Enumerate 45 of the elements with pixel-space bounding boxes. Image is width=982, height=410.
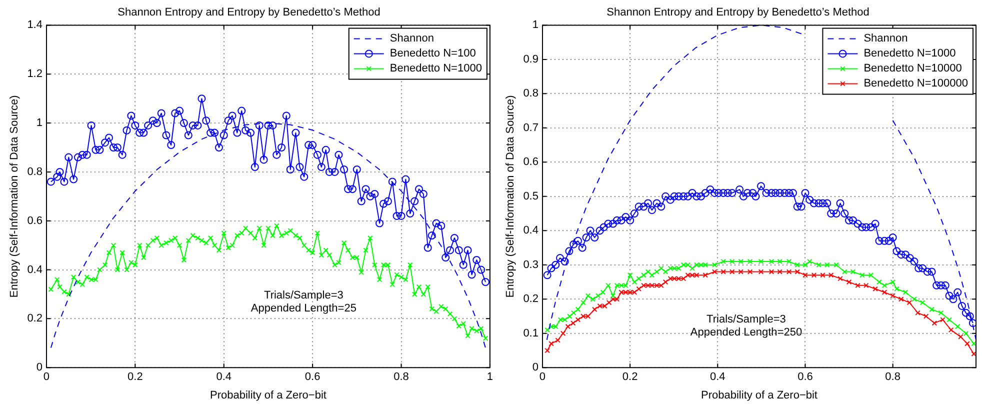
y-axis-title: Entropy (Self-Information of Data Source) (504, 95, 517, 298)
x-tick-label: 0.6 (798, 371, 813, 384)
y-tick-label: 1.4 (27, 19, 42, 32)
legend-label: Shannon (864, 32, 908, 45)
y-tick-label: 0.9 (523, 53, 538, 66)
y-tick-label: 0.6 (27, 214, 42, 227)
y-tick-label: 0.2 (523, 293, 538, 306)
x-tick-label: 0.8 (885, 371, 900, 384)
y-tick-label: 0 (532, 362, 538, 374)
x-tick-label: 1 (486, 371, 494, 384)
x-tick-label: 0.6 (304, 371, 320, 384)
x-tick-label: 0.2 (128, 371, 143, 384)
y-tick-label: 0.6 (523, 156, 538, 168)
legend-label: Benedetto N=1000 (864, 48, 956, 60)
y-tick-label: 0.1 (523, 327, 538, 340)
annotation: Trials/Sample=3 (706, 314, 786, 326)
x-axis-title: Probability of a Zero−bit (210, 389, 326, 402)
annotation: Appended Length=25 (250, 302, 356, 315)
y-tick-label: 0.7 (523, 122, 538, 134)
legend-label: Benedetto N=100 (390, 48, 476, 60)
x-tick-label: 0.8 (394, 371, 409, 384)
y-tick-label: 1 (532, 19, 538, 32)
y-axis-title: Entropy (Self-Information of Data Source) (8, 95, 21, 298)
x-axis-title: Probability of a Zero−bit (701, 389, 818, 402)
chart-title: Shannon Entropy and Entropy by Benedetto’s Method (606, 6, 870, 19)
y-tick-label: 0.3 (523, 258, 538, 271)
legend-label: Shannon (390, 32, 434, 45)
annotation: Appended Length=250 (690, 326, 802, 339)
y-tick-label: 0.8 (27, 166, 42, 178)
chart-title: Shannon Entropy and Entropy by Benedetto’s Method (118, 6, 380, 19)
y-tick-label: 0.8 (523, 88, 538, 100)
y-tick-label: 0.5 (523, 190, 538, 202)
legend-label: Benedetto N=10000 (864, 62, 962, 75)
x-tick-label: 0.4 (216, 371, 232, 384)
y-tick-label: 0.4 (523, 224, 538, 237)
y-tick-label: 0 (36, 362, 42, 374)
y-tick-label: 0.2 (27, 312, 42, 325)
annotation: Trials/Sample=3 (264, 290, 344, 302)
x-tick-label: 0.2 (622, 371, 638, 384)
y-tick-label: 1.2 (27, 68, 42, 80)
y-tick-label: 0.4 (27, 264, 42, 276)
legend-label: Benedetto N=1000 (390, 62, 482, 75)
x-tick-label: 0.4 (710, 371, 726, 384)
legend-label: Benedetto N=100000 (864, 78, 968, 90)
y-tick-label: 1 (36, 117, 42, 130)
